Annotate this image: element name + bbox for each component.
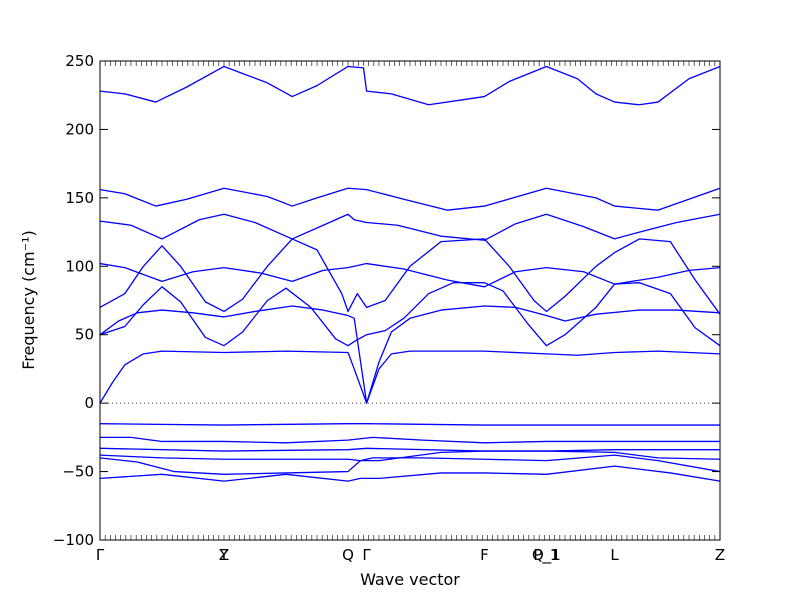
band-line-9: [99, 423, 720, 426]
band-line-12: [99, 450, 721, 462]
x-axis-label: Wave vector: [360, 570, 460, 589]
y-axis-label: Frequency (cm⁻¹): [19, 230, 38, 369]
band-line-8: [99, 350, 721, 404]
x-tick-label: F: [480, 546, 489, 564]
y-tick-label: 250: [65, 52, 94, 70]
y-tick-label: −50: [62, 463, 94, 481]
band-line-5: [99, 238, 721, 315]
series-lines: [99, 65, 721, 482]
x-tick-label: Γ: [96, 546, 105, 564]
x-tick-label: P_1: [533, 546, 559, 565]
band-line-6: [99, 282, 721, 347]
x-tick-label: L: [610, 546, 619, 564]
x-tick-label: Q_1: [532, 546, 561, 565]
band-line-11: [99, 447, 720, 452]
band-line-1: [99, 65, 721, 106]
y-tick-label: 0: [84, 394, 94, 412]
band-line-13: [99, 454, 721, 475]
x-tick-label: Y: [218, 546, 229, 564]
y-tick-label: 50: [75, 326, 94, 344]
band-line-4: [99, 262, 721, 288]
x-tick-label: Γ: [362, 546, 371, 564]
y-tick-label: −100: [53, 531, 94, 549]
x-tick-label: Z: [715, 546, 725, 564]
y-tick-label: 100: [65, 257, 94, 275]
x-tick-label: Q: [342, 546, 354, 564]
band-line-7: [99, 305, 721, 404]
y-tick-label: 200: [65, 120, 94, 138]
x-tick-label: Z: [219, 546, 229, 564]
band-line-14: [99, 465, 721, 482]
band-line-10: [100, 436, 720, 444]
band-line-3: [99, 213, 721, 241]
band-line-2: [99, 187, 721, 211]
y-tick-label: 150: [65, 189, 94, 207]
